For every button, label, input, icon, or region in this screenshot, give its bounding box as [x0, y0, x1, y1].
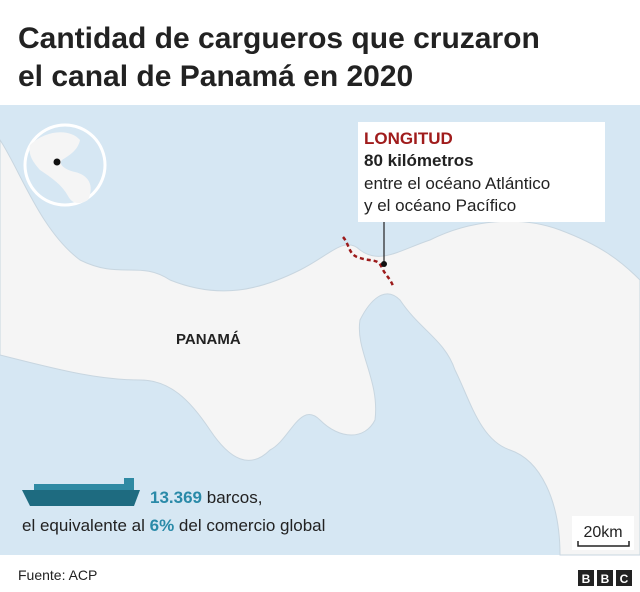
callout-heading: LONGITUD — [364, 129, 453, 148]
ships-unit: barcos, — [207, 488, 263, 507]
callout-length: 80 kilómetros — [364, 151, 474, 170]
logo-block — [597, 570, 613, 586]
callout-detail: entre el océano Atlántico — [364, 174, 550, 193]
ship-hull — [22, 490, 140, 506]
ship-icon — [22, 478, 140, 506]
share-prefix: el equivalente al — [22, 516, 145, 535]
globe — [23, 123, 107, 207]
ship-bridge — [124, 478, 134, 490]
logo-letter: B — [601, 572, 610, 586]
logo-block — [578, 570, 594, 586]
bbc-logo: B B C — [578, 570, 632, 586]
callout-dot — [381, 261, 387, 267]
scale-label: 20km — [583, 524, 622, 541]
logo-letter: B — [582, 572, 591, 586]
ships-number: 13.369 — [150, 488, 202, 507]
logo-block — [616, 570, 632, 586]
scale-bar — [577, 541, 630, 547]
globe-land — [29, 132, 91, 204]
title-line: el canal de Panamá en 2020 — [18, 60, 413, 93]
title-line: Cantidad de cargueros que cruzaron — [18, 22, 540, 55]
logo-letter: C — [620, 572, 629, 586]
source: Fuente: ACP — [18, 567, 97, 583]
share-stat: el equivalente al 6% del comercio global — [22, 516, 325, 535]
country-label: PANAMÁ — [176, 331, 241, 348]
land — [0, 139, 640, 556]
share-value: 6% — [150, 516, 175, 535]
callout-detail: y el océano Pacífico — [364, 196, 516, 215]
share-suffix: del comercio global — [179, 516, 325, 535]
globe-marker — [53, 158, 61, 166]
canal-route — [342, 236, 395, 287]
ships-stat: 13.369 barcos, — [150, 488, 262, 507]
ship-cargo — [34, 484, 124, 490]
callout-box — [358, 122, 605, 222]
scale-box — [572, 516, 634, 550]
